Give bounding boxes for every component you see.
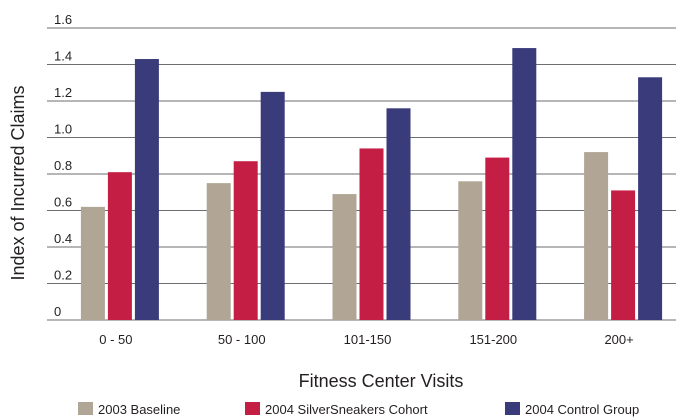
y-tick-label: 0.6 — [54, 195, 72, 210]
legend-swatch — [78, 402, 93, 415]
y-tick-labels: 0 0.2 0.4 0.6 0.8 1.0 1.2 1.4 1.6 — [54, 12, 72, 319]
bar — [458, 181, 483, 320]
bar — [638, 77, 663, 321]
y-tick-label: 1.4 — [54, 49, 72, 64]
bar — [485, 157, 510, 320]
bar — [107, 172, 132, 320]
bar — [332, 194, 357, 320]
legend-swatch — [245, 402, 260, 415]
bar — [134, 59, 159, 321]
bar — [233, 161, 258, 320]
x-tick-label: 0 - 50 — [99, 332, 132, 347]
y-tick-label: 0 — [54, 304, 61, 319]
x-tick-label: 101-150 — [344, 332, 392, 347]
bar — [359, 148, 384, 320]
y-tick-label: 1.2 — [54, 85, 72, 100]
bar — [512, 48, 537, 320]
bar — [206, 183, 231, 320]
x-tick-label: 200+ — [604, 332, 633, 347]
bar — [260, 91, 285, 320]
x-axis-title: Fitness Center Visits — [299, 371, 464, 391]
bars — [80, 48, 663, 321]
y-tick-label: 1.6 — [54, 12, 72, 27]
bar — [80, 206, 105, 320]
legend-swatch — [505, 402, 520, 415]
bar — [386, 108, 411, 320]
x-tick-label: 151-200 — [469, 332, 517, 347]
x-tick-label: 50 - 100 — [218, 332, 266, 347]
y-tick-label: 0.4 — [54, 231, 72, 246]
bar — [584, 152, 609, 320]
y-tick-label: 0.2 — [54, 268, 72, 283]
y-tick-label: 1.0 — [54, 122, 72, 137]
y-axis-title: Index of Incurred Claims — [8, 85, 28, 280]
y-tick-label: 0.8 — [54, 158, 72, 173]
legend: 2003 Baseline 2004 SilverSneakers Cohort 2… — [78, 402, 639, 417]
legend-label: 2003 Baseline — [98, 402, 180, 417]
legend-label: 2004 Control Group — [525, 402, 639, 417]
legend-label: 2004 SilverSneakers Cohort — [265, 402, 428, 417]
x-tick-labels: 0 - 50 50 - 100 101-150 151-200 200+ — [99, 332, 633, 347]
bar — [611, 190, 636, 320]
